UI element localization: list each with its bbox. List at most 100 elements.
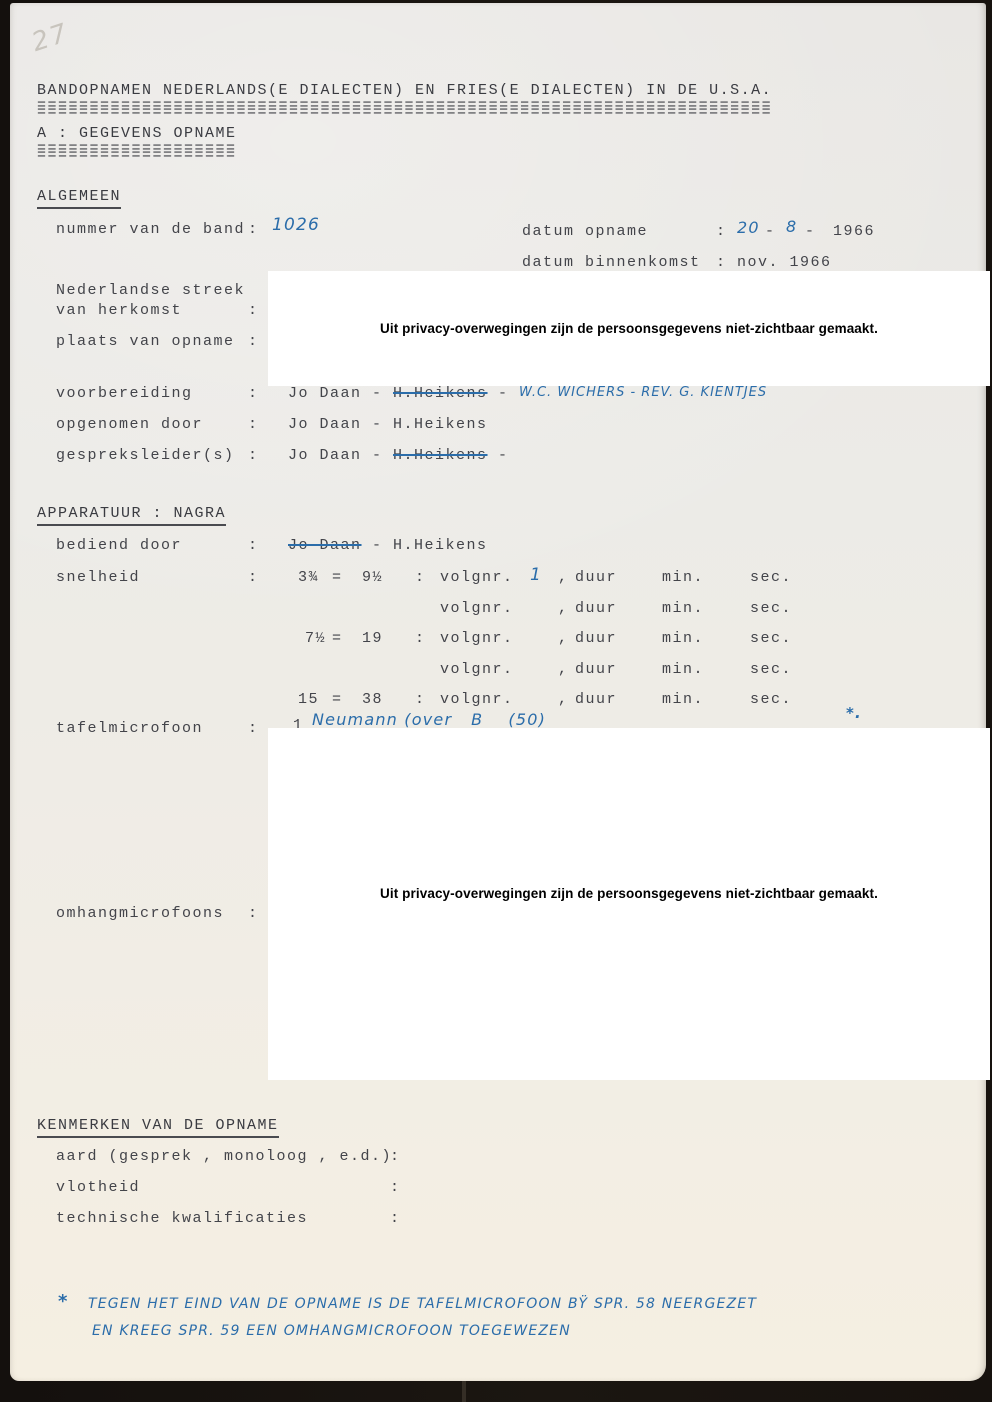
document-title: BANDOPNAMEN NEDERLANDS(E DIALECTEN) EN F… bbox=[37, 82, 773, 99]
sec-label: sec. bbox=[750, 569, 793, 586]
opgenomen-colon: : bbox=[248, 416, 259, 433]
datum-opname-colon: : bbox=[716, 223, 727, 240]
nummer-colon: : bbox=[248, 221, 259, 238]
duur-label: duur bbox=[575, 569, 618, 586]
pencil-page-number: 27 bbox=[28, 18, 73, 58]
tafel-handwritten-fragment: Neumann (over B (50) bbox=[312, 710, 547, 729]
equals-sign: = bbox=[332, 569, 343, 586]
streek-label-line1: Nederlandse streek bbox=[56, 282, 246, 299]
algemeen-heading: ALGEMEEN bbox=[37, 187, 122, 209]
technische-colon: : bbox=[390, 1210, 401, 1227]
gespreksleider-label: gespreksleider(s) bbox=[56, 447, 235, 464]
title-underline-row1: ========================================… bbox=[37, 97, 773, 114]
volgnr-label: volgnr. bbox=[440, 691, 514, 708]
gespreksleider-value: Jo Daan - H.Heikens - bbox=[288, 446, 509, 466]
speed-value-2: 38 bbox=[362, 691, 384, 708]
speed-value-2: 19 bbox=[362, 630, 384, 647]
row-comma: , bbox=[558, 630, 569, 647]
privacy-notice-text-1: Uit privacy-overwegingen zijn de persoon… bbox=[380, 321, 878, 336]
technische-label: technische kwalificaties bbox=[56, 1210, 309, 1227]
duur-label: duur bbox=[575, 661, 618, 678]
vlotheid-colon: : bbox=[390, 1179, 401, 1196]
tafel-colon: : bbox=[248, 720, 259, 737]
binnenkomst-value: nov. 1966 bbox=[737, 254, 832, 271]
voorbereiding-jo-daan: Jo Daan - bbox=[288, 385, 394, 402]
voorbereiding-handwritten-names: W.C. WICHERS - REV. G. KIENTJES bbox=[519, 385, 768, 400]
plaats-colon: : bbox=[248, 333, 259, 350]
streek-colon: : bbox=[248, 302, 259, 319]
sec-label: sec. bbox=[750, 691, 793, 708]
snelheid-colon: : bbox=[248, 569, 259, 586]
datum-dash1: - bbox=[765, 223, 776, 240]
datum-year: 1966 bbox=[833, 223, 876, 240]
voorbereiding-value: Jo Daan - H.Heikens - W.C. WICHERS - REV… bbox=[288, 384, 767, 404]
equals-sign: = bbox=[332, 630, 343, 647]
snelheid-row-5: 15 = 38 : volgnr. , duur min. sec. bbox=[10, 690, 986, 710]
omhang-label: omhangmicrofoons bbox=[56, 905, 225, 922]
privacy-redaction-box-2: Uit privacy-overwegingen zijn de persoon… bbox=[268, 728, 990, 1080]
privacy-notice-text-2: Uit privacy-overwegingen zijn de persoon… bbox=[380, 886, 878, 901]
duur-label: duur bbox=[575, 600, 618, 617]
aard-label: aard (gesprek , monoloog , e.d.) bbox=[56, 1148, 393, 1165]
row-comma: , bbox=[558, 661, 569, 678]
snelheid-label: snelheid bbox=[56, 569, 141, 586]
paper: 27 BANDOPNAMEN NEDERLANDS(E DIALECTEN) E… bbox=[10, 3, 990, 1381]
gespreksleider-heikens-struck: H.Heikens bbox=[393, 447, 488, 464]
row-comma: , bbox=[558, 691, 569, 708]
aard-colon: : bbox=[390, 1148, 401, 1165]
volgnr-value-handwritten: 1 bbox=[530, 565, 543, 585]
duur-label: duur bbox=[575, 691, 618, 708]
speed-value: 3¾ bbox=[298, 569, 320, 586]
datum-month-handwritten: 8 bbox=[786, 217, 798, 236]
snelheid-row-4: volgnr. , duur min. sec. bbox=[10, 660, 986, 680]
duur-label: duur bbox=[575, 630, 618, 647]
privacy-redaction-box-1: Uit privacy-overwegingen zijn de persoon… bbox=[268, 271, 990, 386]
min-label: min. bbox=[662, 630, 705, 647]
row-comma: , bbox=[558, 569, 569, 586]
opgenomen-label: opgenomen door bbox=[56, 416, 204, 433]
volgnr-label: volgnr. bbox=[440, 630, 514, 647]
apparatuur-heading-text: APPARATUUR : NAGRA bbox=[37, 505, 227, 526]
plaats-label: plaats van opname bbox=[56, 333, 235, 350]
bediend-jo-daan-struck: Jo Daan bbox=[288, 537, 362, 554]
volgnr-label: volgnr. bbox=[440, 569, 514, 586]
voorbereiding-separator: - bbox=[487, 385, 520, 402]
row-colon: : bbox=[415, 691, 426, 708]
sec-label: sec. bbox=[750, 661, 793, 678]
bediend-label: bediend door bbox=[56, 537, 183, 554]
binnenkomst-colon: : bbox=[716, 254, 727, 271]
tafel-label: tafelmicrofoon bbox=[56, 720, 204, 737]
bediend-value: Jo Daan - H.Heikens bbox=[288, 536, 488, 556]
speed-value-2: 9½ bbox=[362, 569, 384, 586]
footnote-asterisk: * bbox=[58, 1291, 69, 1312]
footnote-line-2: EN KREEG SPR. 59 EEN OMHANGMICROFOON TOE… bbox=[92, 1323, 571, 1339]
bediend-rest: - H.Heikens bbox=[361, 537, 488, 554]
tafel-number: 1 bbox=[293, 717, 304, 734]
bediend-colon: : bbox=[248, 537, 259, 554]
gespreksleider-jo-daan: Jo Daan - bbox=[288, 447, 394, 464]
streek-label-line2: van herkomst bbox=[56, 302, 183, 319]
voorbereiding-colon: : bbox=[248, 385, 259, 402]
snelheid-row-1: 3¾ = 9½ : volgnr. 1 , duur min. sec. bbox=[10, 565, 986, 588]
min-label: min. bbox=[662, 691, 705, 708]
min-label: min. bbox=[662, 569, 705, 586]
speed-value: 7½ bbox=[305, 630, 327, 647]
algemeen-heading-text: ALGEMEEN bbox=[37, 188, 122, 209]
nummer-label: nummer van de band bbox=[56, 221, 246, 238]
section-a-subtitle: A : GEGEVENS OPNAME bbox=[37, 125, 237, 142]
datum-dash2: - bbox=[805, 223, 816, 240]
datum-day-handwritten: 20 bbox=[737, 218, 760, 237]
min-label: min. bbox=[662, 661, 705, 678]
kenmerken-heading-text: KENMERKEN VAN DE OPNAME bbox=[37, 1117, 279, 1138]
tafel-asterisk-mark: *. bbox=[846, 704, 862, 722]
gespreksleider-colon: : bbox=[248, 447, 259, 464]
row-colon: : bbox=[415, 569, 426, 586]
datum-opname-label: datum opname bbox=[522, 223, 649, 240]
row-comma: , bbox=[558, 600, 569, 617]
snelheid-row-2: volgnr. , duur min. sec. bbox=[10, 599, 986, 619]
scanner-bed-seam bbox=[462, 1381, 466, 1402]
gespreksleider-tail: - bbox=[487, 447, 509, 464]
row-colon: : bbox=[415, 630, 426, 647]
sec-label: sec. bbox=[750, 630, 793, 647]
